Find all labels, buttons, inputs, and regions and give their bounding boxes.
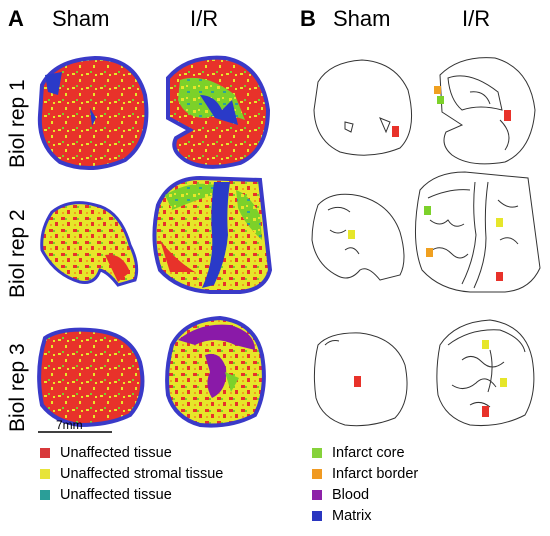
column-header-ir-b: I/R xyxy=(462,6,491,31)
legend-item: Unaffected stromal tissue xyxy=(40,466,223,482)
marker-ir2-border xyxy=(426,248,433,257)
legend-item: Unaffected tissue xyxy=(40,487,172,503)
marker-ir1-border xyxy=(434,86,441,94)
ir-rep1-map xyxy=(166,55,271,169)
marker-ir2-core xyxy=(424,206,431,215)
marker-ir3-red xyxy=(482,406,489,417)
legend-item: Matrix xyxy=(312,508,371,524)
sham-rep2-map xyxy=(40,201,139,287)
marker-sham1 xyxy=(392,126,399,137)
column-header-sham-b: Sham xyxy=(333,6,391,31)
marker-sham2 xyxy=(348,230,355,239)
column-header-sham-a: Sham xyxy=(52,6,110,31)
legend-swatch xyxy=(312,448,322,458)
marker-ir2-red xyxy=(496,272,503,281)
ir-rep2-map xyxy=(152,175,273,294)
scale-bar-label: 7mm xyxy=(56,418,83,432)
panel-label-a: A xyxy=(8,6,24,31)
sham-rep3-map xyxy=(37,327,145,428)
legend-swatch xyxy=(312,490,322,500)
marker-ir3-stroma-b xyxy=(500,378,507,387)
legend-item: Infarct border xyxy=(312,466,418,482)
legend-swatch xyxy=(40,469,50,479)
legend-item: Blood xyxy=(312,487,369,503)
legend-item: Infarct core xyxy=(312,445,405,461)
column-header-ir-a: I/R xyxy=(190,6,219,31)
legend-swatch xyxy=(40,490,50,500)
marker-ir1-core xyxy=(437,96,444,104)
sham-rep1-map xyxy=(37,55,149,171)
legend-swatch xyxy=(312,511,322,521)
ir-rep3-map xyxy=(165,315,266,428)
marker-ir1-red xyxy=(504,110,511,121)
marker-ir3-stroma-a xyxy=(482,340,489,349)
legend-swatch xyxy=(40,448,50,458)
panel-label-b: B xyxy=(300,6,316,31)
marker-ir2-stroma xyxy=(496,218,503,227)
outline-maps xyxy=(311,57,541,427)
legend-swatch xyxy=(312,469,322,479)
marker-sham3 xyxy=(354,376,361,387)
legend-item: Unaffected tissue xyxy=(40,445,172,461)
